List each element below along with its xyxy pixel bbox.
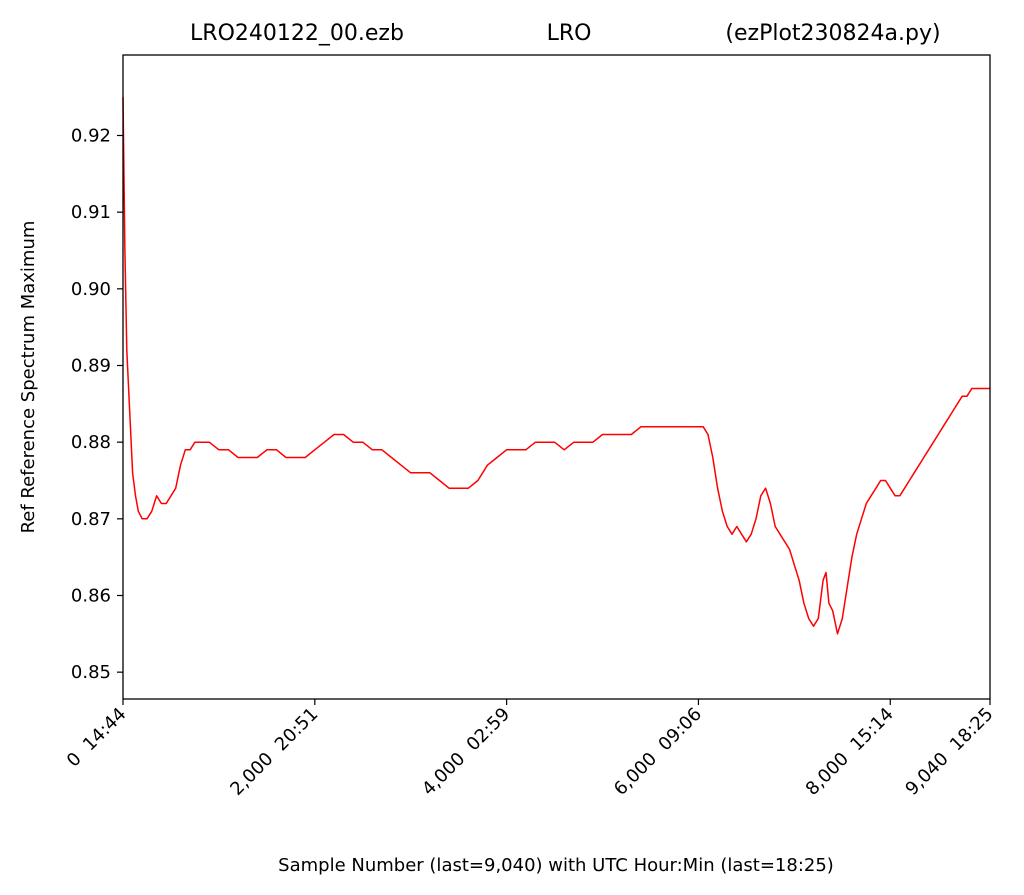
x-axis-ticks: 0 14:44 2,000 20:51 4,000 02:59 6,000 09:06… bbox=[63, 699, 998, 800]
x-axis-label: Sample Number (last=9,040) with UTC Hour… bbox=[278, 855, 834, 876]
chart-title-filename: LRO240122_00.ezb bbox=[190, 21, 404, 46]
y-axis-label: Ref Reference Spectrum Maximum bbox=[18, 221, 39, 534]
y-tick-label: 0.90 bbox=[71, 279, 111, 300]
y-tick-label: 0.92 bbox=[71, 126, 111, 147]
y-tick-label: 0.91 bbox=[71, 202, 111, 223]
axes-frame bbox=[122, 54, 991, 700]
y-tick-label: 0.86 bbox=[71, 586, 111, 607]
series-line bbox=[122, 97, 990, 635]
chart-title-station: LRO bbox=[547, 21, 592, 46]
y-tick-label: 0.85 bbox=[71, 662, 111, 683]
y-tick-label: 0.89 bbox=[71, 356, 111, 377]
x-tick-label: 9,040 18:25 bbox=[901, 704, 997, 800]
x-tick-label: 0 14:44 bbox=[63, 704, 131, 772]
y-tick-label: 0.88 bbox=[71, 432, 111, 453]
x-tick-label: 6,000 09:06 bbox=[610, 704, 706, 800]
chart-title-script: (ezPlot230824a.py) bbox=[725, 21, 940, 46]
y-tick-label: 0.87 bbox=[71, 509, 111, 530]
chart-title: LRO240122_00.ezb LRO (ezPlot230824a.py) bbox=[190, 21, 941, 46]
plot-area bbox=[122, 97, 990, 635]
y-axis-ticks: 0.85 0.86 0.87 0.88 0.89 0.90 0.91 0.92 bbox=[71, 126, 123, 683]
x-tick-label: 8,000 15:14 bbox=[802, 704, 898, 800]
x-tick-label: 2,000 20:51 bbox=[226, 704, 322, 800]
x-tick-label: 4,000 02:59 bbox=[418, 704, 514, 800]
